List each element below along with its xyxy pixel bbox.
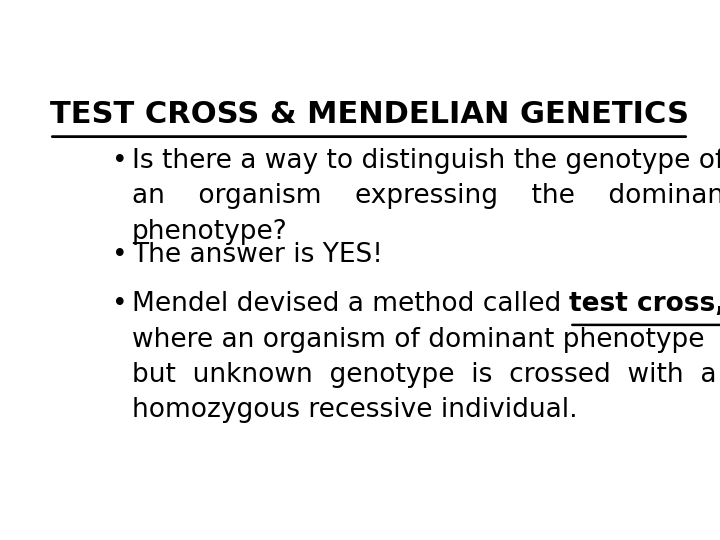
- Text: Mendel devised a method called: Mendel devised a method called: [132, 292, 570, 318]
- Text: an    organism    expressing    the    dominant: an organism expressing the dominant: [132, 183, 720, 210]
- Text: homozygous recessive individual.: homozygous recessive individual.: [132, 397, 577, 423]
- Text: test cross,: test cross,: [570, 292, 720, 318]
- Text: TEST CROSS & MENDELIAN GENETICS: TEST CROSS & MENDELIAN GENETICS: [50, 100, 688, 129]
- Text: The answer is YES!: The answer is YES!: [132, 241, 383, 267]
- Text: Is there a way to distinguish the genotype of: Is there a way to distinguish the genoty…: [132, 148, 720, 174]
- Text: •: •: [112, 292, 128, 318]
- Text: •: •: [112, 241, 128, 267]
- Text: •: •: [112, 148, 128, 174]
- Text: phenotype?: phenotype?: [132, 219, 287, 245]
- Text: but  unknown  genotype  is  crossed  with  a: but unknown genotype is crossed with a: [132, 362, 716, 388]
- Text: where an organism of dominant phenotype: where an organism of dominant phenotype: [132, 327, 704, 353]
